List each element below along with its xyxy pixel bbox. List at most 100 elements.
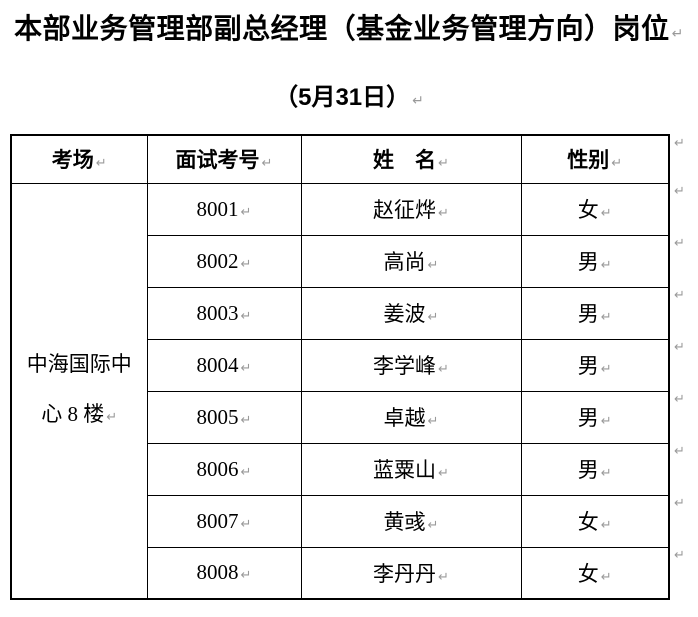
paragraph-mark-icon: ↵ <box>240 204 252 220</box>
paragraph-mark-icon: ↵ <box>674 288 685 303</box>
row-end-mark: ↵ <box>674 338 694 390</box>
candidate-gender-cell: 女 ↵ <box>520 546 670 600</box>
paragraph-mark-icon: ↵ <box>600 310 612 325</box>
candidate-gender: 男 <box>577 302 599 326</box>
page-title-text: 本部业务管理部副总经理（基金业务管理方向）岗位 <box>14 13 670 44</box>
row-end-mark: ↵ <box>674 234 694 286</box>
candidate-id-cell: 8001 ↵ <box>146 182 302 236</box>
page-title: 本部业务管理部副总经理（基金业务管理方向）岗位 ↵ <box>0 0 698 51</box>
candidate-id-cell: 8004 ↵ <box>146 338 302 392</box>
candidate-id-cell: 8008 ↵ <box>146 546 302 600</box>
candidate-gender-cell: 女 ↵ <box>520 494 670 548</box>
paragraph-mark-icon: ↵ <box>240 464 252 480</box>
paragraph-mark-icon: ↵ <box>600 569 612 585</box>
paragraph-mark-icon: ↵ <box>106 409 118 425</box>
paragraph-mark-icon: ↵ <box>674 392 685 407</box>
paragraph-mark-icon: ↵ <box>674 136 685 151</box>
paragraph-mark-icon: ↵ <box>674 236 685 251</box>
venue-line-1: 中海国际中 <box>26 351 132 376</box>
candidate-id: 8005 <box>196 404 239 429</box>
candidate-name-cell: 赵征烨 ↵ <box>300 182 522 236</box>
candidate-row: 8005 ↵ 卓越 ↵ 男 ↵ <box>11 390 670 444</box>
candidate-id-cell: 8005 ↵ <box>146 390 302 444</box>
paragraph-mark-icon: ↵ <box>95 156 107 172</box>
candidate-gender: 女 <box>577 510 599 534</box>
candidate-gender-cell: 男 ↵ <box>520 338 670 392</box>
candidate-id: 8008 <box>196 560 239 585</box>
row-end-mark: ↵ <box>674 182 694 234</box>
candidate-name-cell: 李丹丹 ↵ <box>300 546 522 600</box>
paragraph-mark-icon: ↵ <box>438 206 449 221</box>
header-gender: 性别 ↵ <box>520 134 670 184</box>
paragraph-mark-icon: ↵ <box>240 308 252 324</box>
candidate-name-cell: 姜波 ↵ <box>300 286 522 340</box>
paragraph-mark-icon: ↵ <box>600 258 612 273</box>
paragraph-mark-icon: ↵ <box>674 548 685 563</box>
header-venue-label: 考场 <box>51 148 94 173</box>
paragraph-mark-icon: ↵ <box>427 518 439 533</box>
candidate-gender: 女 <box>577 561 599 586</box>
paragraph-mark-icon: ↵ <box>674 444 685 459</box>
paragraph-mark-icon: ↵ <box>438 466 449 481</box>
candidate-gender-cell: 女 ↵ <box>520 182 670 236</box>
paragraph-mark-icon: ↵ <box>438 362 449 377</box>
paragraph-mark-icon: ↵ <box>427 258 439 273</box>
candidate-id: 8001 <box>196 196 239 221</box>
paragraph-mark-icon: ↵ <box>438 156 449 172</box>
candidate-id: 8004 <box>196 352 239 377</box>
header-name-label: 姓 名 <box>373 148 437 173</box>
page-subtitle-date: （5月31日） ↵ <box>0 83 698 116</box>
candidate-row: 8002 ↵ 高尚 ↵ 男 ↵ <box>11 234 670 288</box>
paragraph-mark-icon: ↵ <box>600 362 612 377</box>
candidate-name: 赵征烨 <box>373 198 437 222</box>
venue-line-2: 心 8 楼 ↵ <box>12 389 146 443</box>
header-gender-label: 性别 <box>567 148 610 173</box>
interview-roster-table: 考场 ↵ 面试考号 ↵ 姓 名 ↵ 性别 ↵ 中海国际中 心 8 楼 ↵ 8001 ↵ 赵征… <box>10 134 670 600</box>
paragraph-mark-icon: ↵ <box>438 569 449 585</box>
candidate-gender: 女 <box>577 198 599 222</box>
header-exam-number: 面试考号 ↵ <box>146 134 302 184</box>
header-row: 考场 ↵ 面试考号 ↵ 姓 名 ↵ 性别 ↵ <box>10 134 670 184</box>
roster-body: 中海国际中 心 8 楼 ↵ 8001 ↵ 赵征烨 ↵ 女 ↵ 8002 ↵ 高尚 ↵ 男 ↵ … <box>10 182 670 600</box>
candidate-id: 8002 <box>196 248 239 273</box>
candidate-name: 卓越 <box>383 406 426 430</box>
paragraph-mark-icon: ↵ <box>600 466 612 481</box>
paragraph-mark-icon: ↵ <box>671 26 684 42</box>
paragraph-mark-icon: ↵ <box>600 414 612 429</box>
paragraph-mark-icon: ↵ <box>240 256 252 272</box>
candidate-id-cell: 8002 ↵ <box>146 234 302 288</box>
candidate-name: 蓝粟山 <box>373 458 437 482</box>
row-end-marks: ↵ ↵ ↵ ↵ ↵ ↵ ↵ ↵ ↵ <box>674 134 694 598</box>
paragraph-mark-icon: ↵ <box>600 206 612 221</box>
header-name: 姓 名 ↵ <box>300 134 522 184</box>
candidate-gender: 男 <box>577 458 599 482</box>
candidate-name: 高尚 <box>383 250 426 274</box>
candidate-id: 8006 <box>196 456 239 481</box>
header-exam-number-label: 面试考号 <box>175 148 260 173</box>
candidate-row: 8008 ↵ 李丹丹 ↵ 女 ↵ <box>11 546 670 600</box>
candidate-name: 李学峰 <box>373 354 437 378</box>
candidate-name: 黄彧 <box>383 510 426 534</box>
candidate-row: 8007 ↵ 黄彧 ↵ 女 ↵ <box>11 494 670 548</box>
candidate-gender-cell: 男 ↵ <box>520 286 670 340</box>
candidate-name-cell: 蓝粟山 ↵ <box>300 442 522 496</box>
row-end-mark: ↵ <box>674 134 694 182</box>
header-venue: 考场 ↵ <box>10 134 148 184</box>
candidate-row: 中海国际中 心 8 楼 ↵ 8001 ↵ 赵征烨 ↵ 女 ↵ <box>10 182 670 600</box>
candidate-id-cell: 8003 ↵ <box>146 286 302 340</box>
page-subtitle-text: （5月31日） <box>274 84 411 111</box>
paragraph-mark-icon: ↵ <box>240 360 252 376</box>
candidate-gender: 男 <box>577 406 599 430</box>
row-end-mark: ↵ <box>674 390 694 442</box>
candidate-id: 8003 <box>196 300 239 325</box>
paragraph-mark-icon: ↵ <box>240 412 252 428</box>
paragraph-mark-icon: ↵ <box>261 156 273 172</box>
candidate-id: 8007 <box>196 508 239 533</box>
candidate-gender: 男 <box>577 250 599 274</box>
paragraph-mark-icon: ↵ <box>412 93 424 109</box>
paragraph-mark-icon: ↵ <box>427 310 439 325</box>
candidate-name: 姜波 <box>383 302 426 326</box>
candidate-id-cell: 8006 ↵ <box>146 442 302 496</box>
row-end-mark: ↵ <box>674 546 694 598</box>
